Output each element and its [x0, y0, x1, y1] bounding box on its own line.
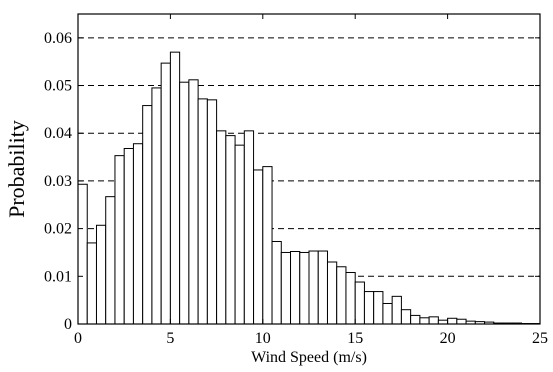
histogram-bar	[382, 302, 393, 325]
y-axis-label: Probability	[4, 120, 29, 218]
y-tick-label: 0.05	[44, 78, 72, 95]
histogram-bar	[280, 251, 292, 325]
histogram-bar	[151, 87, 162, 325]
histogram-bar	[326, 261, 338, 325]
histogram-bar	[354, 281, 365, 325]
y-tick-label: 0.06	[44, 30, 72, 47]
histogram-bar	[428, 316, 439, 325]
histogram-bar	[142, 105, 153, 325]
x-axis-label: Wind Speed (m/s)	[251, 349, 367, 366]
histogram-bar	[290, 251, 301, 325]
y-tick-label: 0.03	[44, 173, 72, 190]
histogram-bar	[400, 309, 412, 325]
histogram-bar	[317, 250, 328, 325]
histogram-bar	[299, 251, 310, 325]
x-tick-labels: 0 5 10 15 20 25	[74, 330, 548, 347]
y-tick-label: 0.01	[44, 268, 72, 285]
x-tick-label: 5	[166, 330, 174, 347]
histogram-bar	[132, 143, 144, 325]
histogram-bar	[216, 130, 227, 325]
histogram-bar	[262, 166, 273, 325]
histogram-bar	[243, 130, 255, 325]
x-tick-label: 10	[255, 330, 271, 347]
histogram-bar	[105, 196, 116, 325]
x-tick-label: 20	[440, 330, 456, 347]
histogram-bars	[77, 51, 541, 325]
histogram-bar	[188, 79, 199, 325]
histogram-bar	[363, 291, 375, 325]
histogram-bar	[447, 317, 458, 325]
histogram-bar	[391, 295, 402, 325]
histogram-bar	[336, 266, 347, 325]
histogram-bar	[114, 155, 125, 325]
histogram-bar	[253, 169, 264, 325]
histogram-bar	[77, 183, 88, 325]
histogram-bar	[271, 240, 282, 325]
x-tick-label: 15	[347, 330, 363, 347]
histogram-bar	[86, 242, 97, 325]
histogram-bar	[419, 317, 430, 325]
histogram-bar	[95, 224, 107, 325]
y-tick-label: 0.02	[44, 221, 72, 238]
histogram-bar	[456, 318, 467, 325]
x-tick-label: 0	[74, 330, 82, 347]
histogram-bar	[123, 147, 134, 325]
histogram-bar	[179, 81, 190, 325]
histogram-bar	[169, 51, 181, 325]
histogram-bar	[234, 144, 245, 325]
plot-frame	[77, 13, 541, 325]
axis-ticks	[77, 14, 541, 325]
histogram-bar	[225, 135, 236, 325]
histogram-bar	[410, 314, 421, 325]
x-tick-label: 25	[532, 330, 548, 347]
histogram-bar	[197, 98, 208, 325]
y-tick-label: 0	[64, 316, 72, 333]
histogram-bar	[308, 250, 319, 325]
histogram-bar	[160, 62, 171, 325]
y-tick-labels: 0 0.01 0.02 0.03 0.04 0.05 0.06	[44, 30, 72, 333]
histogram-bar	[345, 271, 356, 325]
y-tick-label: 0.04	[44, 125, 72, 142]
histogram-bar	[373, 291, 384, 325]
histogram-bar	[206, 99, 218, 325]
grid-lines	[78, 37, 540, 277]
